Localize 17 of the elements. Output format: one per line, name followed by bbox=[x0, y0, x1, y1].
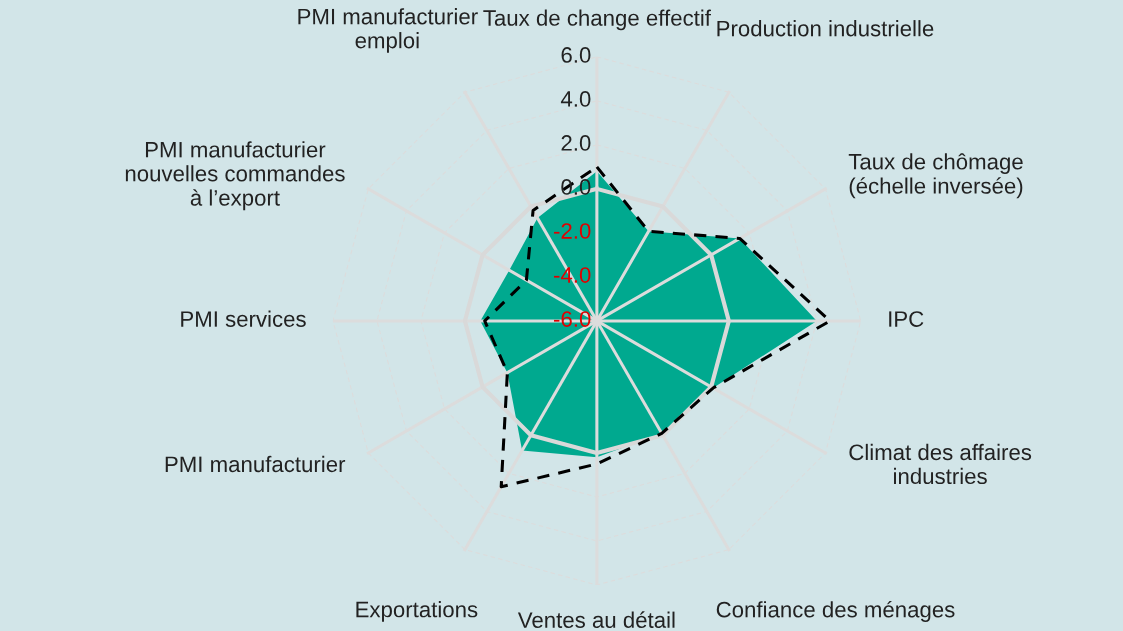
spoke-label: Taux de change effectif bbox=[483, 9, 711, 31]
y-tick-label: 0.0 bbox=[561, 179, 591, 195]
spoke-label: Taux de chômage (échelle inversée) bbox=[848, 153, 1023, 199]
spoke-label: Ventes au détail bbox=[517, 611, 675, 628]
y-tick-label: 4.0 bbox=[560, 91, 591, 107]
spoke-label: PMI manufacturier nouvelles commandes à l’export bbox=[125, 141, 345, 211]
spoke-label: IPC bbox=[889, 311, 924, 327]
spoke-label: PMI services bbox=[181, 310, 306, 327]
spoke-label: Confiance des ménages bbox=[716, 600, 955, 622]
spoke-label: Exportations bbox=[356, 601, 478, 622]
spoke-label: Climat des affaires industries bbox=[849, 443, 1032, 485]
y-tick-label: 6.0 bbox=[561, 47, 591, 63]
y-tick-label: 2.0 bbox=[561, 135, 591, 151]
spoke-label: PMI manufacturier bbox=[165, 455, 346, 473]
spoke-label: PMI manufacturier emploi bbox=[298, 8, 478, 53]
spoke-label: Production industrielle bbox=[717, 20, 934, 37]
y-tick-label: -2.0 bbox=[554, 223, 591, 239]
